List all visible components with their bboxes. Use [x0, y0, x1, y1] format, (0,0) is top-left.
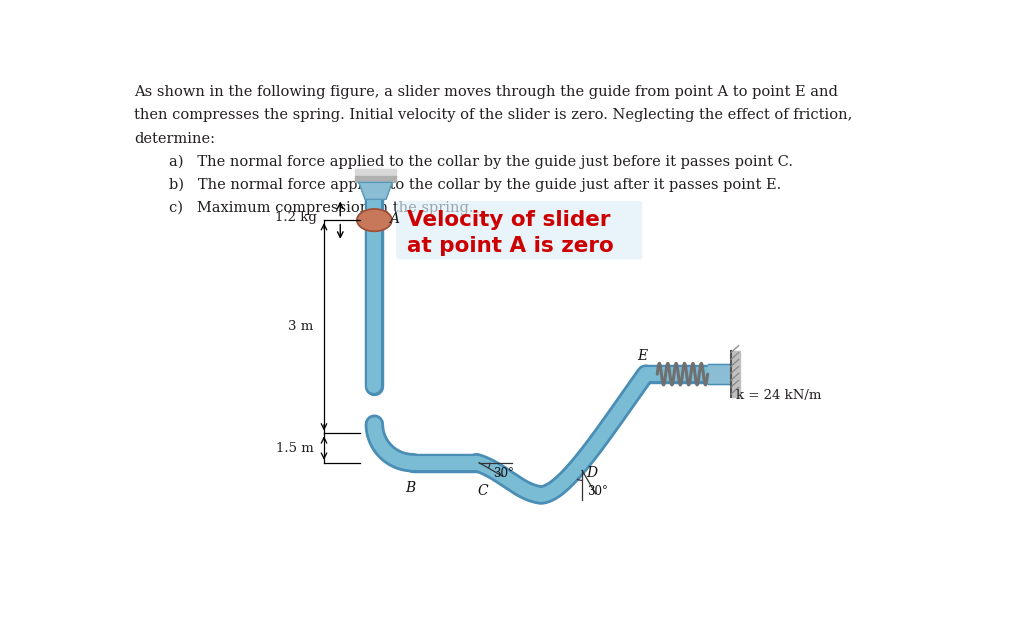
Polygon shape — [359, 183, 392, 199]
Text: 30°: 30° — [493, 467, 514, 479]
Text: Velocity of slider: Velocity of slider — [406, 210, 611, 230]
Text: b)   The normal force applied to the collar by the guide just after it passes po: b) The normal force applied to the colla… — [169, 178, 782, 192]
Ellipse shape — [357, 209, 392, 231]
Text: 1.5 m: 1.5 m — [276, 442, 313, 454]
Text: determine:: determine: — [134, 131, 215, 146]
Text: 3 m: 3 m — [288, 320, 313, 333]
Text: C: C — [477, 484, 488, 498]
Text: a)   The normal force applied to the collar by the guide just before it passes p: a) The normal force applied to the colla… — [169, 154, 793, 169]
Text: D: D — [586, 467, 598, 481]
FancyBboxPatch shape — [396, 201, 643, 260]
Text: k = 24 kN/m: k = 24 kN/m — [736, 389, 821, 402]
Text: at point A is zero: at point A is zero — [406, 235, 614, 256]
Text: c)   Maximum compression in the spring.: c) Maximum compression in the spring. — [169, 201, 473, 215]
Text: E: E — [638, 349, 648, 363]
Text: 1.2 kg: 1.2 kg — [275, 210, 317, 224]
Text: 30°: 30° — [586, 485, 608, 498]
Text: B: B — [404, 481, 416, 495]
Text: then compresses the spring. Initial velocity of the slider is zero. Neglecting t: then compresses the spring. Initial velo… — [134, 108, 852, 122]
Text: As shown in the following figure, a slider moves through the guide from point A : As shown in the following figure, a slid… — [134, 85, 838, 99]
Polygon shape — [708, 364, 731, 384]
Text: A: A — [389, 212, 399, 226]
